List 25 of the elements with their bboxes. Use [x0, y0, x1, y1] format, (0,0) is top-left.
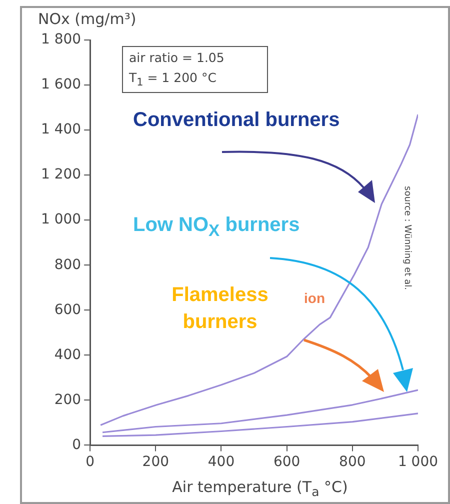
x-tick-label: 200	[142, 454, 170, 470]
y-tick-label: 1 000	[40, 212, 82, 228]
y-tick-label: 0	[72, 436, 82, 453]
annotation: source : Wünning et al.	[402, 186, 412, 290]
y-tick-label: 800	[54, 256, 82, 273]
annotation: ion	[304, 290, 325, 306]
annotation: Flameless burners	[170, 283, 270, 335]
y-tick-label: 1 200	[40, 166, 82, 183]
y-tick-label: 400	[54, 346, 82, 363]
x-tick-label: 0	[86, 454, 95, 470]
x-axis-title: Air temperature (T$_{a}$ °C)	[171, 478, 349, 499]
annotation: Low NO$_{X}$ burners	[133, 214, 300, 241]
y-tick-label: 1 400	[40, 122, 82, 138]
y-tick-label: 600	[54, 302, 82, 318]
x-tick-label: 600	[273, 454, 300, 470]
y-axis-title: NOx (mg/m³)	[38, 10, 136, 28]
x-tick-label: 400	[208, 454, 235, 470]
x-tick-label: 800	[339, 454, 366, 470]
x-tick-label: 1 000	[398, 454, 438, 470]
annotation: Conventional burners	[133, 109, 340, 132]
y-tick-label: 1 600	[40, 76, 82, 93]
annotation: T$_{1}$ = 1 200 °C	[129, 70, 216, 88]
annotation: air ratio = 1.05	[129, 50, 224, 65]
y-tick-label: 1 800	[40, 32, 82, 48]
y-tick-label: 200	[54, 392, 82, 408]
